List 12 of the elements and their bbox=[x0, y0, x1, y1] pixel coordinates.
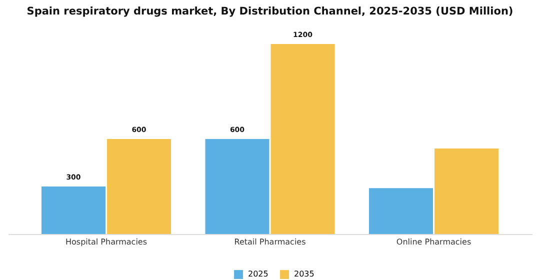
bar bbox=[205, 139, 270, 234]
legend-label: 2025 bbox=[248, 270, 268, 279]
chart-title: Spain respiratory drugs market, By Distribution Channel, 2025-2035 (USD Million) bbox=[26, 6, 514, 18]
x-tick-label: Hospital Pharmacies bbox=[65, 238, 148, 246]
bar bbox=[42, 186, 106, 234]
bar bbox=[107, 139, 171, 234]
legend-label: 2035 bbox=[294, 270, 314, 279]
bar bbox=[270, 44, 335, 234]
x-tick-label: Online Pharmacies bbox=[396, 238, 472, 246]
x-tick-label: Retail Pharmacies bbox=[234, 238, 306, 246]
bar bbox=[434, 148, 498, 234]
bar bbox=[369, 188, 433, 234]
